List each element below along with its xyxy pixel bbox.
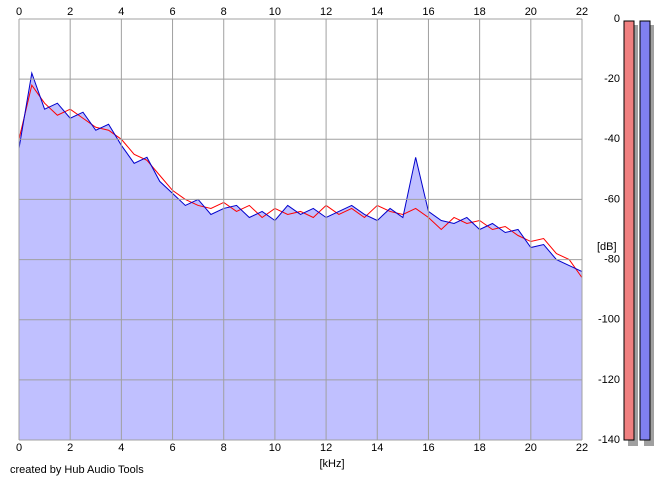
area xyxy=(19,73,582,440)
x-tick-label: 18 xyxy=(474,6,486,18)
caption: created by Hub Audio Tools xyxy=(10,464,144,476)
x-tick-label: 20 xyxy=(525,6,537,18)
x-tick-label: 6 xyxy=(169,442,175,454)
x-tick-label: 18 xyxy=(474,442,486,454)
line xyxy=(18,71,583,273)
y-tick-label: -100 xyxy=(598,314,620,326)
x-tick-label: 0 xyxy=(16,442,22,454)
x-tick-label: 22 xyxy=(576,6,588,18)
y-tick-label: -40 xyxy=(604,133,620,145)
y-tick-label: 0 xyxy=(614,13,620,25)
x-axis-label: [kHz] xyxy=(319,458,344,470)
x-tick-label: 10 xyxy=(269,6,281,18)
y-tick-label: -120 xyxy=(598,374,620,386)
x-tick-label: 2 xyxy=(67,442,73,454)
x-tick-label: 8 xyxy=(221,6,227,18)
x-tick-label: 14 xyxy=(371,442,383,454)
x-tick-label: 8 xyxy=(221,442,227,454)
y-tick-label: -80 xyxy=(604,253,620,265)
x-tick-label: 0 xyxy=(16,6,22,18)
x-tick-label: 2 xyxy=(67,6,73,18)
y-tick-label: -60 xyxy=(604,193,620,205)
x-tick-label: 6 xyxy=(169,6,175,18)
x-tick-label: 16 xyxy=(422,442,434,454)
x-tick-label: 20 xyxy=(525,442,537,454)
left-meter xyxy=(623,20,635,441)
x-tick-label: 14 xyxy=(371,6,383,18)
x-tick-label: 10 xyxy=(269,442,281,454)
right-meter xyxy=(639,20,651,441)
x-tick-label: 16 xyxy=(422,6,434,18)
y-axis-label: [dB] xyxy=(597,241,617,253)
line xyxy=(18,83,583,278)
x-tick-label: 4 xyxy=(118,6,124,18)
x-tick-label: 12 xyxy=(320,6,332,18)
x-tick-label: 12 xyxy=(320,442,332,454)
y-tick-label: -140 xyxy=(598,434,620,446)
x-tick-label: 22 xyxy=(576,442,588,454)
y-tick-label: -20 xyxy=(604,73,620,85)
x-tick-label: 4 xyxy=(118,442,124,454)
